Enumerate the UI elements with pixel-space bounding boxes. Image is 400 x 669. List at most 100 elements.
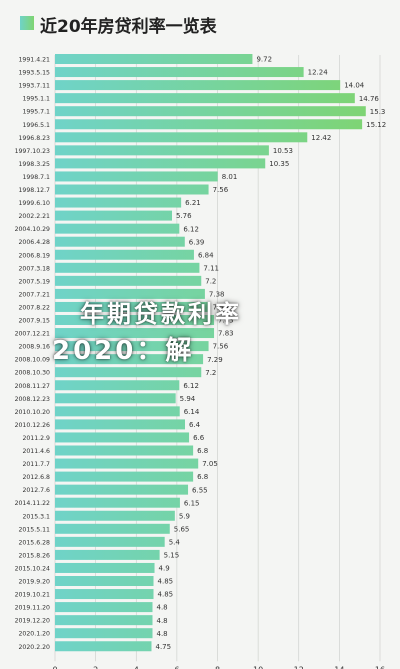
category-label: 2011.2.9 xyxy=(22,435,50,442)
category-label: 1998.7.1 xyxy=(22,174,50,181)
data-label: 10.35 xyxy=(269,160,289,168)
category-label: 2012.7.6 xyxy=(22,487,50,494)
x-tick-label: 8 xyxy=(215,665,220,669)
bar xyxy=(55,615,153,626)
category-label: 2019.10.21 xyxy=(15,592,50,599)
data-label: 7.56 xyxy=(213,343,229,351)
data-label: 4.85 xyxy=(158,591,174,599)
category-label: 1997.10.23 xyxy=(15,148,50,155)
category-label: 2006.4.28 xyxy=(19,239,51,246)
category-label: 2007.5.19 xyxy=(19,278,51,285)
data-label: 7.83 xyxy=(218,330,234,338)
data-label: 5.9 xyxy=(179,512,190,520)
bar xyxy=(55,549,160,560)
data-label: 6.12 xyxy=(183,225,199,233)
bar xyxy=(55,262,200,273)
category-label: 2015.8.26 xyxy=(19,552,51,559)
category-label: 1993.5.15 xyxy=(19,70,51,77)
data-label: 10.53 xyxy=(273,147,293,155)
x-tick-label: 10 xyxy=(253,665,263,669)
category-label: 2012.6.8 xyxy=(22,474,50,481)
category-label: 2011.4.6 xyxy=(22,448,50,455)
data-label: 7.05 xyxy=(202,460,218,468)
bar xyxy=(55,393,176,404)
category-label: 1999.6.10 xyxy=(19,200,51,207)
bar xyxy=(55,602,153,613)
data-label: 6.4 xyxy=(189,421,201,429)
data-label: 6.15 xyxy=(184,499,200,507)
data-label: 7.56 xyxy=(213,186,229,194)
category-label: 1998.12.7 xyxy=(19,187,51,194)
bars xyxy=(55,54,366,652)
x-tick-label: 12 xyxy=(294,665,304,669)
data-label: 6.12 xyxy=(183,382,199,390)
data-label: 7.83 xyxy=(218,317,234,325)
category-label: 2008.10.30 xyxy=(15,370,50,377)
bar xyxy=(55,236,185,247)
data-label: 4.8 xyxy=(157,617,168,625)
bar xyxy=(55,562,155,573)
category-label: 2008.9.16 xyxy=(19,344,51,351)
bar xyxy=(55,536,165,547)
category-label: 2010.10.20 xyxy=(15,409,50,416)
category-label: 2015.6.28 xyxy=(19,539,51,546)
labels: 0 2 4 6 8 10 12 14 16 1991.4.21 9.72 1993.5.15 12.24… xyxy=(15,56,387,669)
data-label: 12.24 xyxy=(308,69,329,77)
category-label: 2015.5.11 xyxy=(19,526,51,533)
bar xyxy=(55,641,152,652)
bar xyxy=(55,406,180,417)
category-label: 2019.9.20 xyxy=(19,579,51,586)
category-label: 2014.11.22 xyxy=(15,500,50,507)
data-label: 5.94 xyxy=(180,395,196,403)
category-label: 2010.12.26 xyxy=(15,422,50,429)
category-label: 1995.1.1 xyxy=(22,96,50,103)
data-label: 14.76 xyxy=(359,95,380,103)
bar xyxy=(55,445,194,456)
data-label: 4.8 xyxy=(157,630,168,638)
bar xyxy=(55,315,215,325)
data-label: 7.38 xyxy=(209,291,225,299)
bar xyxy=(55,354,204,365)
bar xyxy=(55,288,205,299)
x-tick-label: 14 xyxy=(334,665,344,669)
data-label: 6.14 xyxy=(184,408,200,416)
header-color-swatch xyxy=(20,16,34,30)
bar xyxy=(55,197,182,208)
data-label: 7.2 xyxy=(205,369,216,377)
data-label: 7.29 xyxy=(207,356,223,364)
data-label: 7.2 xyxy=(205,277,216,285)
bar xyxy=(55,471,194,482)
data-label: 4.85 xyxy=(158,578,174,586)
bar xyxy=(55,158,266,169)
bar xyxy=(55,367,202,378)
bar xyxy=(55,419,185,430)
category-label: 2008.10.09 xyxy=(15,357,50,364)
category-label: 2007.12.21 xyxy=(15,331,50,338)
x-tick-label: 6 xyxy=(174,665,179,669)
data-label: 4.8 xyxy=(157,604,168,612)
category-label: 2019.11.20 xyxy=(15,605,50,612)
bar xyxy=(55,93,355,104)
bar xyxy=(55,523,170,534)
data-label: 9.72 xyxy=(256,56,272,64)
data-label: 6.8 xyxy=(197,473,208,481)
x-tick-label: 16 xyxy=(375,665,385,669)
bar xyxy=(55,341,209,352)
data-label: 6.6 xyxy=(193,434,205,442)
x-tick-label: 4 xyxy=(134,665,139,669)
data-label: 4.75 xyxy=(155,643,171,651)
bar xyxy=(55,184,209,195)
data-label: 15.12 xyxy=(366,121,386,129)
data-label: 5.65 xyxy=(174,525,190,533)
category-label: 2007.7.21 xyxy=(19,291,51,298)
bar xyxy=(55,432,190,443)
data-label: 5.4 xyxy=(169,538,181,546)
bar xyxy=(55,275,202,286)
data-label: 4.9 xyxy=(159,565,170,573)
bar xyxy=(55,510,175,521)
data-label: 12.42 xyxy=(311,134,331,142)
bar xyxy=(55,223,180,234)
category-label: 2007.3.18 xyxy=(19,265,51,272)
category-label: 2007.8.22 xyxy=(19,304,51,311)
